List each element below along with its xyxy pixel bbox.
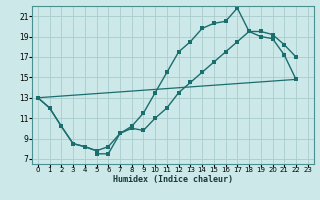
X-axis label: Humidex (Indice chaleur): Humidex (Indice chaleur) xyxy=(113,175,233,184)
